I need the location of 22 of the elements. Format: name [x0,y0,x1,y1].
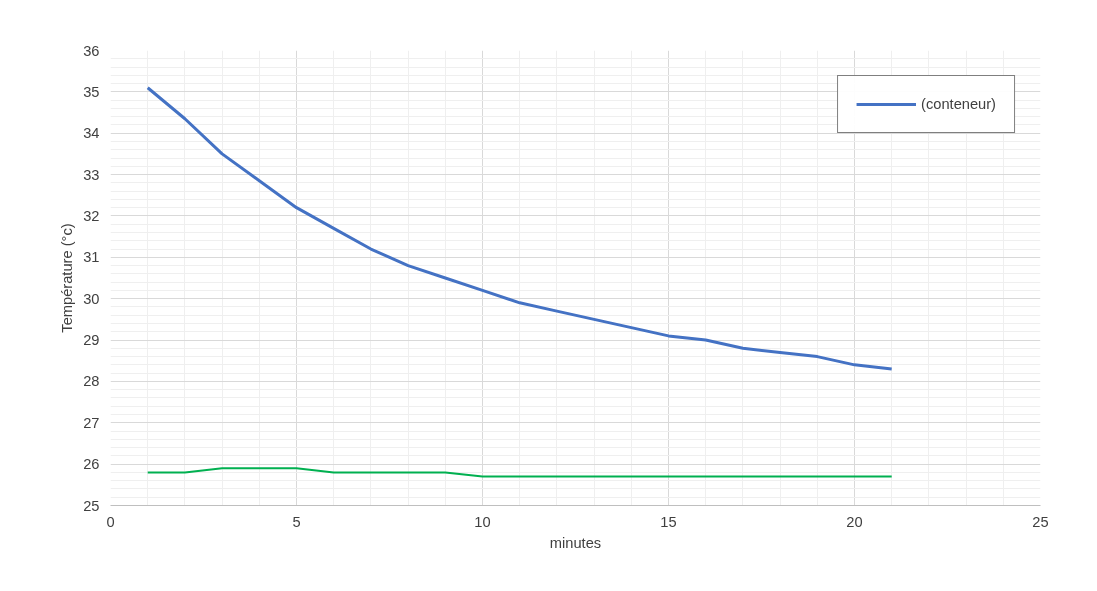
y-tick-label: 30 [83,290,100,307]
y-tick-label: 25 [83,497,100,514]
x-tick-label: 5 [292,513,301,530]
y-tick-label: 31 [83,249,100,266]
x-tick-label: 25 [1032,513,1049,530]
line-series [146,86,894,371]
y-tick-label: 33 [83,166,100,183]
y-tick-label: 27 [83,414,100,431]
y-tick-label: 26 [83,456,100,473]
x-tick-label: 15 [660,513,677,530]
y-tick-label: 36 [83,42,100,59]
x-tick-label: 0 [106,513,115,530]
x-tick-label: 10 [474,513,491,530]
x-tick-label: 20 [846,513,863,530]
y-tick-label: 32 [83,207,100,224]
y-axis-title: Température (°c) [59,223,76,333]
x-axis-title: minutes [549,534,602,551]
legend-label: (conteneur) [921,96,996,112]
y-tick-label: 35 [83,83,100,100]
y-tick-label: 34 [83,125,100,142]
y-tick-label: 28 [83,373,100,390]
y-tick-label: 29 [83,332,100,349]
